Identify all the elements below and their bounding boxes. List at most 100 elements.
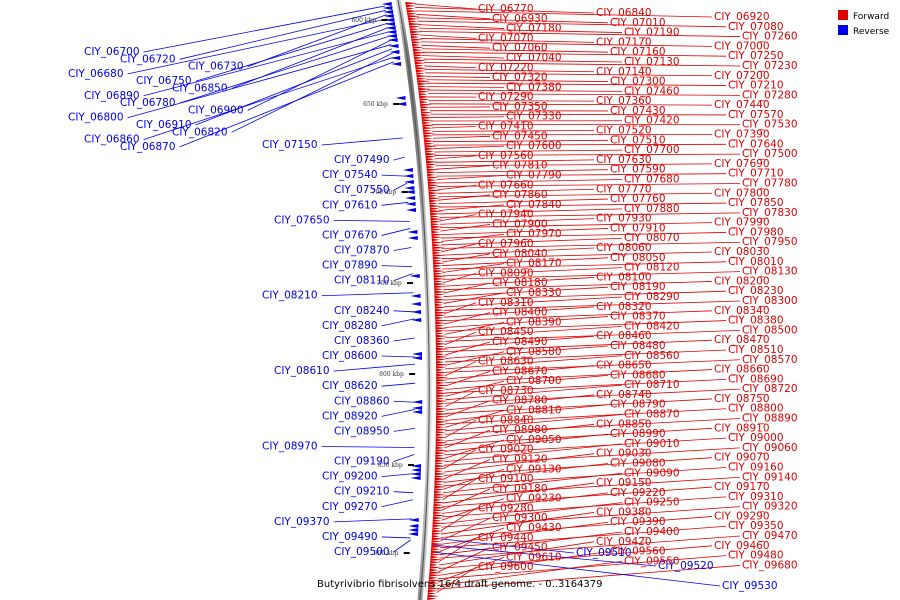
forward-gene-arrow [425,152,438,156]
forward-gene-label: CIY_09050 [506,434,562,446]
legend-reverse-swatch [838,25,848,35]
reverse-gene-label: CIY_08110 [334,275,390,287]
forward-gene-arrow [429,571,443,574]
forward-leader-line [427,89,623,92]
forward-leader-line [419,34,477,39]
forward-gene-arrow [434,295,444,299]
forward-gene-arrow [432,527,441,530]
forward-gene-arrow [431,545,443,548]
forward-leader-line [444,361,477,377]
forward-gene-label: CIY_08720 [742,383,798,395]
forward-gene-label: CIY_08290 [624,291,680,303]
reverse-gene-arrow [387,38,398,42]
forward-gene-arrow [434,475,445,478]
forward-gene-arrow [435,353,445,356]
forward-gene-arrow [436,360,445,364]
forward-gene-arrow [435,438,446,442]
forward-gene-label: CIY_07770 [596,183,652,195]
forward-gene-label: CIY_08890 [742,413,798,425]
reverse-gene-label: CIY_08950 [334,425,390,437]
forward-gene-label: CIY_08670 [492,365,548,377]
forward-gene-arrow [433,262,446,265]
forward-gene-arrow [431,537,443,541]
forward-gene-arrow [429,207,440,210]
forward-gene-arrow [436,402,446,405]
scale-tick-mark [393,103,400,105]
forward-gene-label: CIY_09300 [492,512,548,524]
forward-gene-arrow [414,59,427,62]
forward-gene-label: CIY_07600 [506,140,562,152]
forward-leader-line [438,204,505,211]
forward-gene-label: CIY_08580 [506,346,562,358]
forward-gene-arrow [430,561,441,564]
forward-gene-label: CIY_09550 [624,555,680,567]
forward-gene-arrow [435,329,446,333]
reverse-gene-label: CIY_06780 [120,97,176,109]
forward-gene-arrow [434,298,447,301]
forward-leader-line [435,165,491,170]
forward-gene-label: CIY_09140 [742,471,798,483]
scale-ticks: 600 kbp 650 kbp 700 kbp 750 kbp 800 kbp 850 k… [351,17,416,557]
forward-gene-arrow [409,28,419,31]
forward-gene-label: CIY_08030 [714,246,770,258]
forward-gene-label: CIY_09560 [610,546,666,558]
forward-gene-label: CIY_08560 [624,350,680,362]
forward-gene-label: CIY_08070 [624,232,680,244]
scale-tick-mark [409,373,416,375]
forward-leader-line [444,429,491,449]
forward-gene-label: CIY_08570 [742,354,798,366]
forward-gene-arrow [433,501,446,504]
reverse-gene-label: CIY_09500 [334,546,390,558]
reverse-leader-line [393,539,411,553]
reverse-leader-line [333,363,416,372]
forward-gene-arrow [430,220,442,223]
scale-tick-label: 600 kbp [351,17,376,24]
scale-tick-label: 750 kbp [377,280,402,287]
forward-gene-arrow [436,373,446,377]
forward-gene-label: CIY_09380 [596,506,652,518]
forward-leader-line [444,418,741,435]
forward-gene-arrow [436,397,445,400]
forward-leader-line [444,341,491,356]
reverse-gene-label: CIY_06700 [84,46,140,58]
forward-gene-arrow [431,548,441,551]
forward-gene-label: CIY_07780 [742,177,798,189]
forward-gene-label: CIY_08740 [596,389,652,401]
forward-gene-label: CIY_08340 [714,305,770,317]
forward-gene-arrow [429,204,442,208]
forward-gene-arrow [430,223,440,226]
forward-gene-arrow [418,87,431,91]
forward-leader-line [430,116,505,118]
reverse-leader-line [179,61,394,148]
forward-leader-line [441,243,477,253]
forward-gene-label: CIY_07590 [610,164,666,176]
forward-leader-line [422,51,727,57]
reverse-gene-label: CIY_09530 [722,580,778,592]
forward-gene-arrow [436,412,449,416]
forward-leader-line [444,316,609,328]
forward-gene-label: CIY_07710 [728,168,784,180]
forward-gene-label: CIY_07700 [624,144,680,156]
forward-leader-line [444,404,609,421]
forward-leader-line [444,437,727,456]
forward-gene-arrow [430,555,440,559]
forward-gene-arrow [436,415,447,418]
forward-gene-label: CIY_08060 [596,242,652,254]
forward-gene-label: CIY_08320 [596,301,652,313]
forward-leader-line [445,365,595,380]
forward-gene-arrow [436,363,448,366]
forward-leader-line [424,68,595,73]
scale-tick-mark [408,464,415,466]
forward-leader-line [434,155,477,160]
forward-gene-arrow [427,592,437,595]
forward-leader-line [443,302,477,315]
reverse-gene-arrow [412,356,423,360]
reverse-gene-arrow [403,174,414,178]
forward-leader-line [414,3,477,10]
forward-leader-line [443,449,477,469]
legend-forward-swatch [838,10,848,20]
forward-gene-arrow [429,199,440,203]
forward-gene-label: CIY_08130 [742,266,798,278]
reverse-leader-line [143,31,390,97]
forward-gene-label: CIY_09440 [478,532,534,544]
